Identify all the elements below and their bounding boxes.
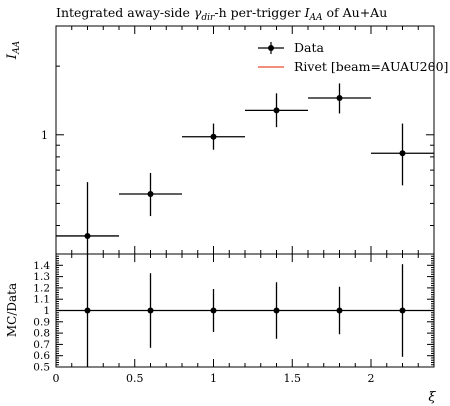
- main-data-point: [308, 83, 371, 114]
- main-marker: [336, 94, 343, 101]
- main-y-tick-label: 1: [41, 129, 48, 142]
- ratio-y-tick-label: 0.6: [33, 350, 50, 362]
- ratio-y-tick-label: 1.1: [33, 294, 50, 306]
- ratio-y-tick-label: 0.7: [33, 339, 50, 351]
- legend-data-label: Data: [294, 40, 324, 55]
- main-data-points: [56, 83, 434, 254]
- main-marker: [147, 190, 154, 197]
- ratio-y-tick-label: 1.2: [33, 282, 50, 294]
- legend-entry-rivet: Rivet [beam=AUAU200] [c: [258, 59, 450, 74]
- x-axis-label: ξ: [428, 390, 436, 405]
- x-tick-label: 1: [210, 372, 217, 385]
- legend-data-marker-point: [268, 45, 274, 51]
- ratio-data-point: [308, 286, 371, 335]
- ratio-marker: [399, 307, 406, 314]
- ratio-y-tick-label: 1: [43, 305, 50, 317]
- x-tick-label: 0.5: [126, 372, 144, 385]
- ratio-y-tick-label: 0.8: [33, 328, 50, 340]
- ratio-y-tick-label: 1.4: [33, 260, 50, 272]
- main-data-point: [56, 182, 119, 254]
- ratio-data-point: [119, 273, 182, 348]
- x-tick-label: 0: [53, 372, 60, 385]
- ratio-y-tick-label: 0.9: [33, 316, 50, 328]
- main-marker: [210, 133, 217, 140]
- main-data-point: [119, 172, 182, 217]
- ratio-marker: [84, 307, 91, 314]
- ratio-marker: [147, 307, 154, 314]
- legend-entry-data: Data: [258, 40, 324, 55]
- main-ticks: 1: [41, 25, 435, 255]
- ratio-y-axis-label: MC/Data: [5, 283, 19, 337]
- main-marker: [84, 232, 91, 239]
- ratio-data-point: [182, 289, 245, 332]
- ratio-marker: [273, 307, 280, 314]
- ratio-data-point: [371, 264, 434, 357]
- x-tick-label: 2: [368, 372, 375, 385]
- chart-title: Integrated away-side γdir-h per-trigger …: [56, 5, 387, 23]
- main-y-axis-label: IAA: [5, 40, 22, 60]
- ratio-y-tick-label: 0.5: [33, 362, 50, 374]
- main-marker: [399, 150, 406, 157]
- ratio-marker: [336, 307, 343, 314]
- legend: Data Rivet [beam=AUAU200] [c: [258, 40, 450, 74]
- ratio-data-points: [56, 254, 434, 367]
- main-data-point: [245, 93, 308, 128]
- main-marker: [273, 107, 280, 114]
- main-data-point: [371, 123, 434, 186]
- ratio-data-point: [56, 254, 119, 367]
- ratio-data-point: [245, 282, 308, 339]
- ratio-marker: [210, 307, 217, 314]
- ratio-ticks: 0.50.60.70.80.911.11.21.31.40 0.5 1 1.5 2: [33, 253, 435, 385]
- ratio-y-tick-label: 1.3: [33, 271, 50, 283]
- legend-rivet-label: Rivet [beam=AUAU200] [c: [294, 59, 450, 74]
- x-tick-label: 1.5: [284, 372, 302, 385]
- main-data-point: [182, 123, 245, 150]
